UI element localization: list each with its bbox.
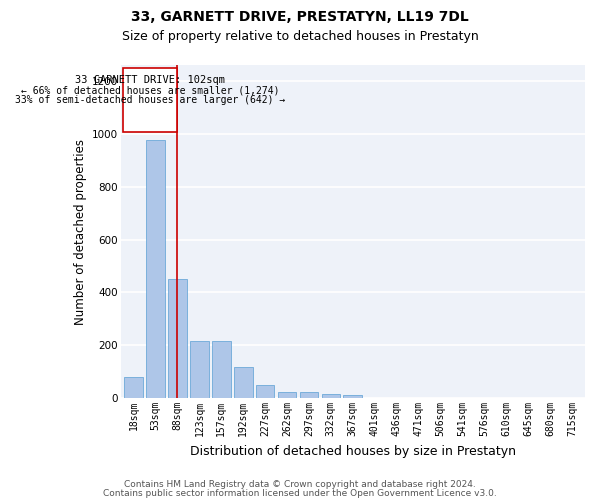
Bar — [256, 386, 274, 398]
Text: Contains HM Land Registry data © Crown copyright and database right 2024.: Contains HM Land Registry data © Crown c… — [124, 480, 476, 489]
Bar — [343, 396, 362, 398]
Bar — [146, 140, 165, 398]
Bar — [168, 279, 187, 398]
Bar — [124, 377, 143, 398]
Text: 33% of semi-detached houses are larger (642) →: 33% of semi-detached houses are larger (… — [15, 96, 285, 106]
Bar — [190, 340, 209, 398]
Bar — [234, 367, 253, 398]
Text: 33 GARNETT DRIVE: 102sqm: 33 GARNETT DRIVE: 102sqm — [75, 75, 225, 85]
Bar — [322, 394, 340, 398]
Text: 33, GARNETT DRIVE, PRESTATYN, LL19 7DL: 33, GARNETT DRIVE, PRESTATYN, LL19 7DL — [131, 10, 469, 24]
Bar — [212, 340, 230, 398]
Text: ← 66% of detached houses are smaller (1,274): ← 66% of detached houses are smaller (1,… — [21, 86, 280, 96]
Bar — [299, 392, 318, 398]
FancyBboxPatch shape — [123, 68, 178, 132]
Bar — [278, 392, 296, 398]
Y-axis label: Number of detached properties: Number of detached properties — [74, 138, 88, 324]
Text: Contains public sector information licensed under the Open Government Licence v3: Contains public sector information licen… — [103, 489, 497, 498]
X-axis label: Distribution of detached houses by size in Prestatyn: Distribution of detached houses by size … — [190, 444, 516, 458]
Text: Size of property relative to detached houses in Prestatyn: Size of property relative to detached ho… — [122, 30, 478, 43]
